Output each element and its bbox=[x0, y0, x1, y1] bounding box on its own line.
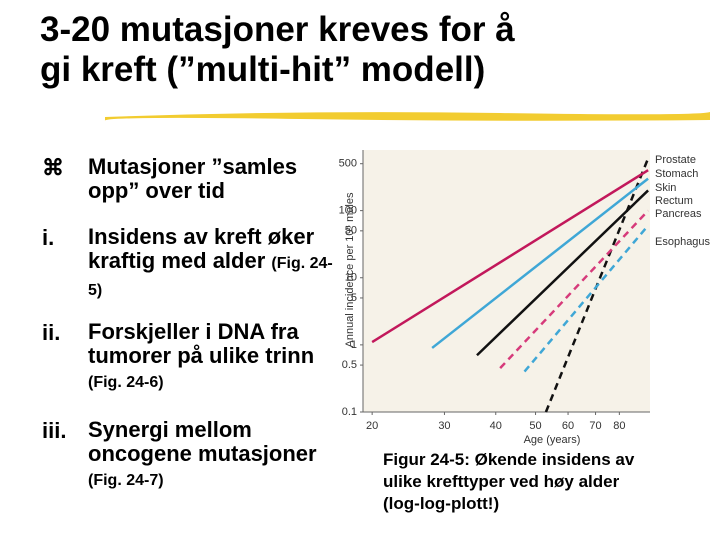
y-tick-label: 0.5 bbox=[342, 359, 357, 371]
y-tick-label: 0.1 bbox=[342, 406, 357, 418]
y-tick-label: 5 bbox=[351, 292, 357, 304]
x-axis-label: Age (years) bbox=[524, 434, 581, 446]
series-line bbox=[431, 177, 649, 349]
caption-line: ulike krefttyper ved høy alder bbox=[383, 472, 620, 491]
series-line bbox=[523, 224, 650, 373]
bullet-marker: iii. bbox=[42, 418, 67, 443]
bullet-marker: ⌘ bbox=[42, 155, 64, 180]
x-tick-label: 50 bbox=[529, 420, 541, 432]
x-tick-label: 20 bbox=[366, 420, 378, 432]
legend-label: Stomach bbox=[655, 168, 698, 180]
caption-line: Figur 24-5: Økende insidens av bbox=[383, 450, 635, 469]
title-line: gi kreft (”multi-hit” modell) bbox=[40, 50, 486, 89]
y-tick-label: 1 bbox=[351, 339, 357, 351]
x-tick-label: 60 bbox=[562, 420, 574, 432]
figure-ref: (Fig. 24-7) bbox=[88, 472, 164, 489]
figure-ref: (Fig. 24-6) bbox=[88, 374, 164, 391]
bullet-text: Synergi mellom oncogene mutasjoner (Fig.… bbox=[88, 418, 333, 493]
bullet-body: Forskjeller i DNA fra tumorer på ulike t… bbox=[88, 319, 315, 368]
y-tick-label: 500 bbox=[339, 158, 357, 170]
title-line: 3-20 mutasjoner kreves for å bbox=[40, 10, 515, 49]
bullet-body: Insidens av kreft øker kraftig med alder bbox=[88, 224, 315, 273]
bullet-body: Mutasjoner ”samles opp” over tid bbox=[88, 154, 298, 203]
bullet-body: Synergi mellom oncogene mutasjoner bbox=[88, 417, 317, 466]
series-line bbox=[371, 169, 649, 344]
series-line bbox=[476, 189, 649, 357]
y-axis-label: Annual incidence per 10⁵ males bbox=[344, 192, 356, 347]
legend-label: Skin bbox=[655, 182, 676, 194]
bullet-text: Mutasjoner ”samles opp” over tid bbox=[88, 155, 333, 203]
x-tick-label: 40 bbox=[490, 420, 502, 432]
y-tick-label: 100 bbox=[339, 205, 357, 217]
legend-label: Prostate bbox=[655, 154, 696, 166]
bullet-marker: ii. bbox=[42, 320, 61, 345]
caption-line: (log-log-plott!) bbox=[383, 494, 500, 513]
x-tick-label: 80 bbox=[613, 420, 625, 432]
bullet-marker: i. bbox=[42, 225, 55, 250]
legend-label: Pancreas bbox=[655, 208, 702, 220]
title-underline bbox=[104, 112, 710, 121]
bullet-text: Forskjeller i DNA fra tumorer på ulike t… bbox=[88, 320, 333, 395]
legend-label: Esophagus bbox=[655, 236, 711, 248]
series-line bbox=[499, 209, 650, 370]
legend-label: Rectum bbox=[655, 195, 693, 207]
y-tick-label: 50 bbox=[345, 225, 357, 237]
x-tick-label: 70 bbox=[589, 420, 601, 432]
x-tick-label: 30 bbox=[438, 420, 450, 432]
bullet-text: Insidens av kreft øker kraftig med alder… bbox=[88, 225, 333, 303]
plot-area bbox=[363, 150, 650, 412]
figure-ref: (Fig. 24-5) bbox=[88, 255, 333, 299]
y-tick-label: 10 bbox=[345, 272, 357, 284]
